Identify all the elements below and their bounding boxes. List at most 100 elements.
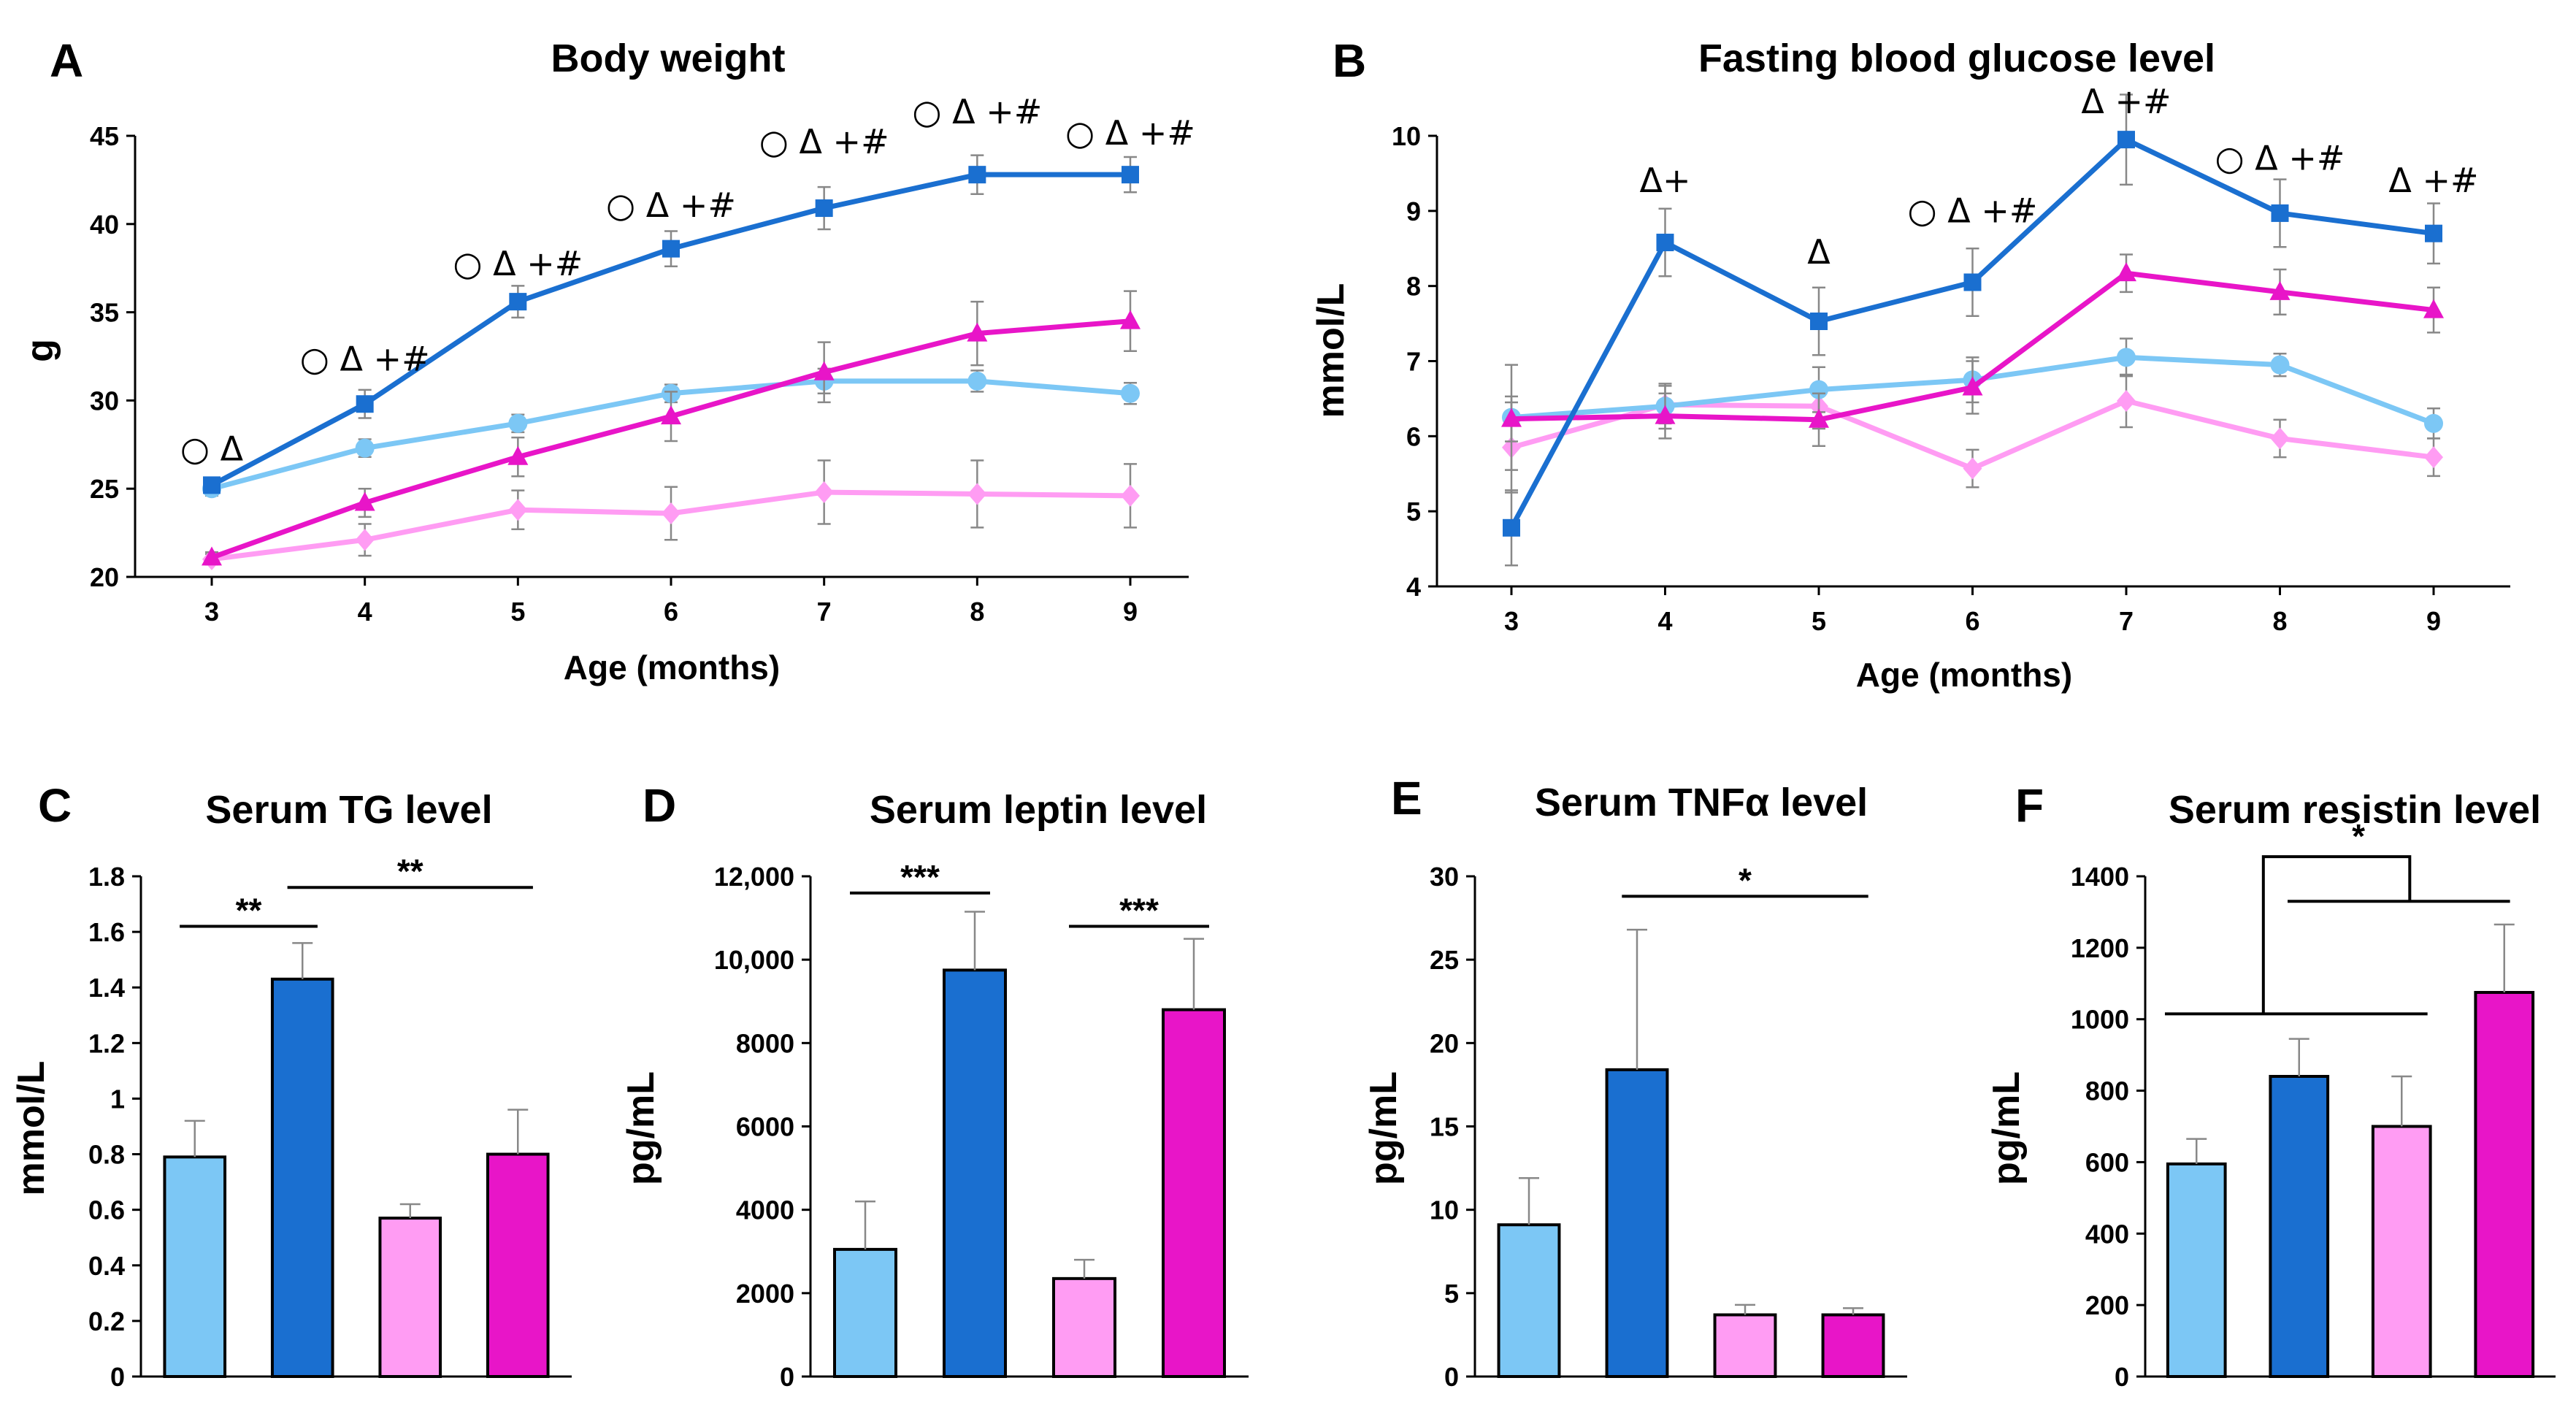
- x-tick-label: 7: [817, 597, 832, 627]
- y-axis-label: mmol/L: [1310, 283, 1352, 418]
- y-tick-label: 0.2: [88, 1306, 125, 1336]
- data-point: [356, 395, 374, 413]
- x-tick-label: 9: [1123, 597, 1138, 627]
- significance-star: ***: [1119, 892, 1159, 930]
- series-magenta: [202, 290, 1141, 566]
- bar-light-pink: [1713, 1313, 1777, 1379]
- data-point: [2116, 262, 2136, 282]
- data-point: [2271, 204, 2289, 222]
- y-tick-label: 8: [1406, 272, 1421, 302]
- x-tick-label: 6: [664, 597, 678, 627]
- y-tick-label: 20: [1430, 1028, 1459, 1058]
- x-tick-label: 6: [1965, 606, 1979, 636]
- x-tick-label: 4: [358, 597, 372, 627]
- y-tick-label: 0.4: [88, 1251, 125, 1281]
- panel-f-serum-resistin: F Serum resistin level pg/mL 0 200 400 600 800 1…: [1985, 779, 2556, 1392]
- data-point: [1122, 166, 1139, 184]
- data-point: [1809, 380, 1828, 399]
- data-point: [1655, 405, 1676, 424]
- chart-title: Serum leptin level: [870, 788, 1207, 832]
- data-point: [2117, 390, 2136, 413]
- y-tick-label: 20: [90, 562, 119, 592]
- y-tick-label: 1.2: [88, 1028, 125, 1058]
- bar-light-pink: [2371, 1125, 2432, 1378]
- data-point: [813, 361, 835, 380]
- significance-annotation: ○ Δ +#: [2215, 138, 2345, 177]
- data-point: [2117, 131, 2135, 149]
- data-point: [1963, 457, 1982, 480]
- y-tick-label: 4000: [736, 1195, 794, 1225]
- y-axis-label: pg/mL: [1985, 1071, 2028, 1185]
- y-tick-label: 10,000: [714, 945, 794, 975]
- y-tick-label: 0: [780, 1362, 794, 1392]
- data-point: [967, 322, 988, 342]
- y-tick-label: 9: [1406, 196, 1421, 226]
- data-point: [508, 499, 528, 521]
- significance-annotation: ○ Δ: [180, 429, 244, 469]
- significance-star: *: [2352, 817, 2365, 855]
- data-point: [815, 199, 833, 218]
- data-point: [202, 546, 222, 566]
- bar-dark-blue: [2269, 1075, 2330, 1378]
- y-tick-label: 1.6: [88, 917, 125, 947]
- chart-title: Fasting blood glucose level: [1698, 37, 2215, 80]
- data-point: [2270, 427, 2290, 450]
- data-point: [355, 529, 375, 551]
- data-point: [507, 445, 529, 465]
- y-tick-label: 45: [90, 121, 119, 151]
- panel-e-serum-tnfa: E Serum TNFα level pg/mL 0 5 10 15 20 25 30 *: [1362, 772, 1907, 1392]
- y-tick-label: 1400: [2071, 862, 2129, 892]
- data-point: [2425, 224, 2442, 242]
- y-tick-label: 400: [2085, 1219, 2129, 1249]
- data-point: [968, 166, 986, 184]
- y-tick-label: 35: [90, 298, 119, 328]
- series-dark-blue: [1503, 93, 2442, 567]
- x-tick-label: 8: [970, 597, 984, 627]
- significance-annotation: ○ Δ +#: [606, 185, 736, 225]
- chart-title: Serum TNFα level: [1535, 781, 1868, 824]
- data-point: [2424, 446, 2443, 469]
- y-tick-label: 7: [1406, 347, 1421, 377]
- x-tick-label: 4: [1657, 606, 1672, 636]
- y-tick-label: 0: [110, 1362, 125, 1392]
- data-point: [1120, 310, 1141, 329]
- significance-annotation: ○ Δ +#: [912, 92, 1042, 131]
- y-tick-label: 1000: [2071, 1005, 2129, 1035]
- bar-magenta: [1821, 1313, 1885, 1379]
- series-dark-blue: [203, 154, 1139, 494]
- panel-b-fasting-glucose: B Fasting blood glucose level mmol/L 4 5 6 7 8 9…: [1310, 34, 2510, 694]
- y-tick-label: 15: [1430, 1112, 1459, 1142]
- y-tick-label: 10: [1392, 121, 1421, 151]
- data-point: [661, 405, 681, 425]
- bar-magenta: [486, 1152, 550, 1378]
- y-tick-label: 600: [2085, 1147, 2129, 1177]
- data-point: [814, 481, 834, 504]
- data-point: [662, 502, 681, 525]
- y-tick-label: 1.8: [88, 862, 125, 892]
- data-point: [1962, 376, 1983, 396]
- significance-annotation: Δ +#: [2388, 161, 2478, 200]
- y-tick-label: 4: [1406, 572, 1421, 602]
- significance-bracket: [2261, 855, 2412, 1014]
- significance-star: **: [397, 852, 423, 890]
- chart-title: Serum TG level: [205, 788, 492, 832]
- y-tick-label: 0: [1444, 1362, 1459, 1392]
- significance-annotation: ○ Δ +#: [759, 122, 889, 161]
- y-tick-label: 200: [2085, 1290, 2129, 1320]
- x-tick-label: 5: [1812, 606, 1826, 636]
- panel-d-serum-leptin: D Serum leptin level pg/mL 0 2000 4000 6000 800…: [620, 779, 1249, 1392]
- significance-star: **: [236, 892, 262, 930]
- bar-dark-blue: [270, 977, 334, 1378]
- data-point: [2423, 299, 2444, 318]
- bar-light-blue: [1497, 1223, 1561, 1379]
- data-point: [2117, 348, 2136, 367]
- y-tick-label: 1.4: [88, 973, 125, 1003]
- significance-annotation: Δ +#: [2081, 82, 2171, 121]
- y-tick-label: 12,000: [714, 862, 794, 892]
- data-point: [1656, 234, 1674, 252]
- panel-letter: D: [643, 779, 676, 832]
- y-tick-label: 6: [1406, 421, 1421, 451]
- bar-magenta: [2474, 991, 2535, 1378]
